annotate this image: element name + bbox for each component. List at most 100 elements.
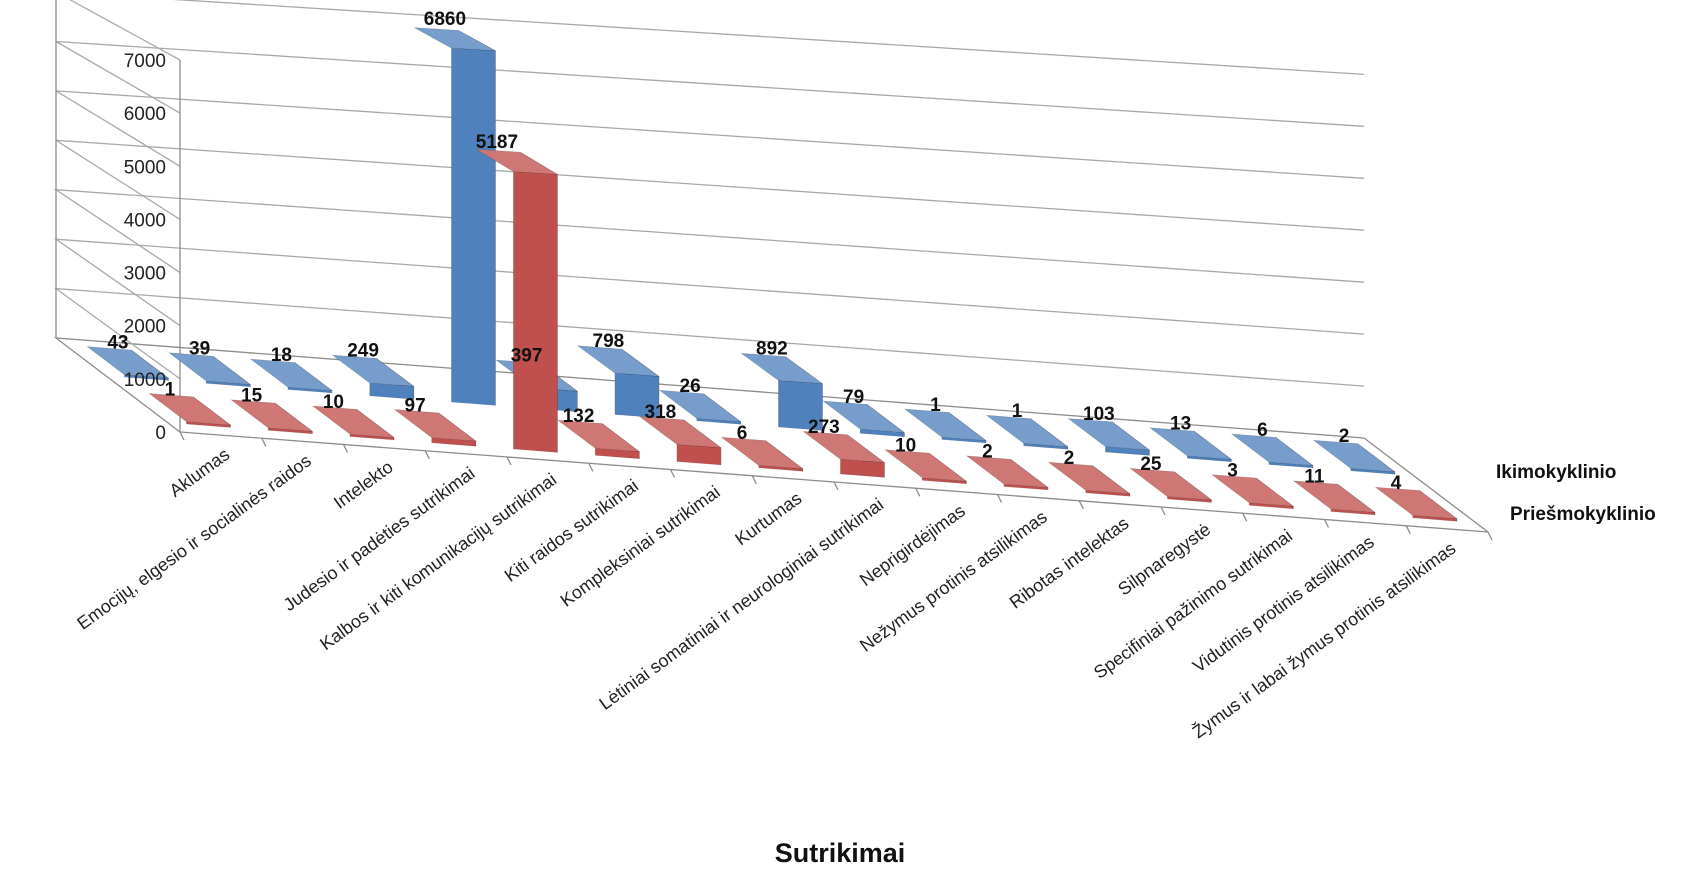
bar-iki-8 — [740, 352, 824, 432]
bar-iki-1 — [168, 352, 252, 388]
data-label: 15 — [241, 386, 263, 407]
bar-iki-13 — [1149, 427, 1233, 463]
x-tick-mark — [669, 469, 676, 478]
bar-iki-0 — [86, 346, 170, 382]
axes — [55, 0, 1493, 541]
data-label: 18 — [271, 345, 292, 366]
data-label: 6860 — [424, 9, 466, 30]
bar-prie-3 — [393, 409, 477, 447]
gridline — [53, 287, 1365, 387]
data-label: 1 — [1012, 401, 1023, 422]
gridlines — [53, 0, 1365, 439]
bar-top — [1129, 468, 1213, 501]
bar-prie-12 — [1129, 468, 1213, 504]
bar-top — [822, 400, 906, 433]
bar-top — [720, 436, 804, 470]
bar-top — [740, 352, 824, 385]
gridline — [69, 0, 1365, 76]
bar-top — [86, 346, 170, 379]
data-label: 3 — [1227, 460, 1238, 481]
bars — [86, 27, 1458, 522]
data-label: 6 — [1257, 420, 1268, 441]
data-label: 273 — [808, 417, 840, 438]
x-tick-mark — [1242, 513, 1248, 522]
category-label: Vidutinis protinis atsilikimas — [1189, 532, 1378, 677]
x-tick-mark — [179, 431, 185, 441]
bar-top — [249, 358, 333, 391]
bar-top — [1292, 480, 1376, 513]
data-label: 103 — [1083, 404, 1115, 425]
y-tick-label: 7000 — [124, 51, 166, 72]
gridline — [55, 40, 1365, 127]
data-label: 79 — [843, 387, 864, 408]
bar-top — [1230, 433, 1314, 466]
data-label: 97 — [405, 395, 426, 416]
data-label: 2 — [1064, 448, 1075, 469]
data-label: 2 — [982, 442, 993, 463]
x-tick-mark — [1487, 531, 1493, 541]
bar-top — [311, 405, 395, 438]
y-tick-label: 6000 — [124, 104, 166, 125]
data-label: 5187 — [476, 132, 518, 153]
series-label: Priešmokyklinio — [1510, 504, 1656, 525]
bar-iki-11 — [985, 414, 1069, 450]
bar-prie-7 — [720, 436, 804, 472]
y-tick-label: 2000 — [124, 317, 166, 338]
bar-top — [1149, 427, 1233, 460]
y-axis-ticks: 0 1000 2000 3000 4000 5000 6000 7000 — [124, 51, 166, 444]
y-tick-label: 3000 — [124, 264, 166, 285]
data-label: 13 — [1170, 414, 1191, 435]
series-label: Ikimokyklinio — [1496, 462, 1616, 483]
bar-top — [414, 27, 496, 52]
category-label: Nežymus protinis atsilikimas — [856, 507, 1051, 656]
x-tick-mark — [261, 438, 267, 447]
x-tick-mark — [424, 450, 430, 460]
bar-prie-15 — [1374, 486, 1458, 522]
category-label: Kurtumas — [731, 488, 805, 549]
bar-iki-12 — [1067, 418, 1151, 457]
x-tick-mark — [588, 463, 594, 472]
axis-line — [1363, 437, 1489, 533]
data-label: 798 — [593, 331, 625, 352]
bar-iki-14 — [1230, 433, 1314, 469]
bar-top — [965, 455, 1049, 488]
bar-prie-6 — [638, 416, 723, 466]
bar-top — [1047, 461, 1131, 495]
series-labels: Ikimokyklinio Priešmokyklinio — [1496, 462, 1656, 525]
y-tick-label: 5000 — [124, 157, 166, 178]
bar-top — [638, 416, 723, 449]
data-label: 10 — [895, 436, 916, 457]
category-label: Aklumas — [166, 444, 234, 501]
x-tick-mark — [833, 481, 839, 491]
x-tick-mark — [996, 494, 1003, 503]
data-label: 11 — [1304, 467, 1325, 488]
x-tick-mark — [1323, 519, 1330, 528]
data-label: 6 — [737, 423, 748, 444]
x-axis-title: Sutrikimai — [775, 838, 906, 868]
data-label: 318 — [645, 402, 677, 423]
bar-top — [985, 414, 1069, 448]
bar-iki-4 — [414, 27, 496, 407]
data-label: 25 — [1140, 454, 1162, 475]
bar-top — [168, 352, 252, 385]
bar-top — [802, 431, 886, 463]
data-label: 26 — [680, 376, 701, 397]
bar-prie-8 — [802, 431, 886, 479]
y-tick-label: 1000 — [124, 370, 166, 391]
data-label: 249 — [347, 341, 379, 362]
bar-prie-13 — [1211, 474, 1295, 510]
gridline — [53, 188, 1365, 283]
gridline — [53, 238, 1365, 335]
bar-prie-14 — [1292, 480, 1376, 516]
bar-top — [230, 399, 314, 432]
bar-top — [557, 419, 641, 452]
bar-iki-15 — [1312, 439, 1396, 475]
bar-top — [576, 345, 661, 377]
bar-top — [1312, 439, 1396, 473]
bar-top — [1067, 418, 1151, 451]
gridline — [55, 139, 1365, 231]
bar-prie-2 — [311, 405, 395, 441]
x-tick-mark — [1405, 525, 1411, 535]
